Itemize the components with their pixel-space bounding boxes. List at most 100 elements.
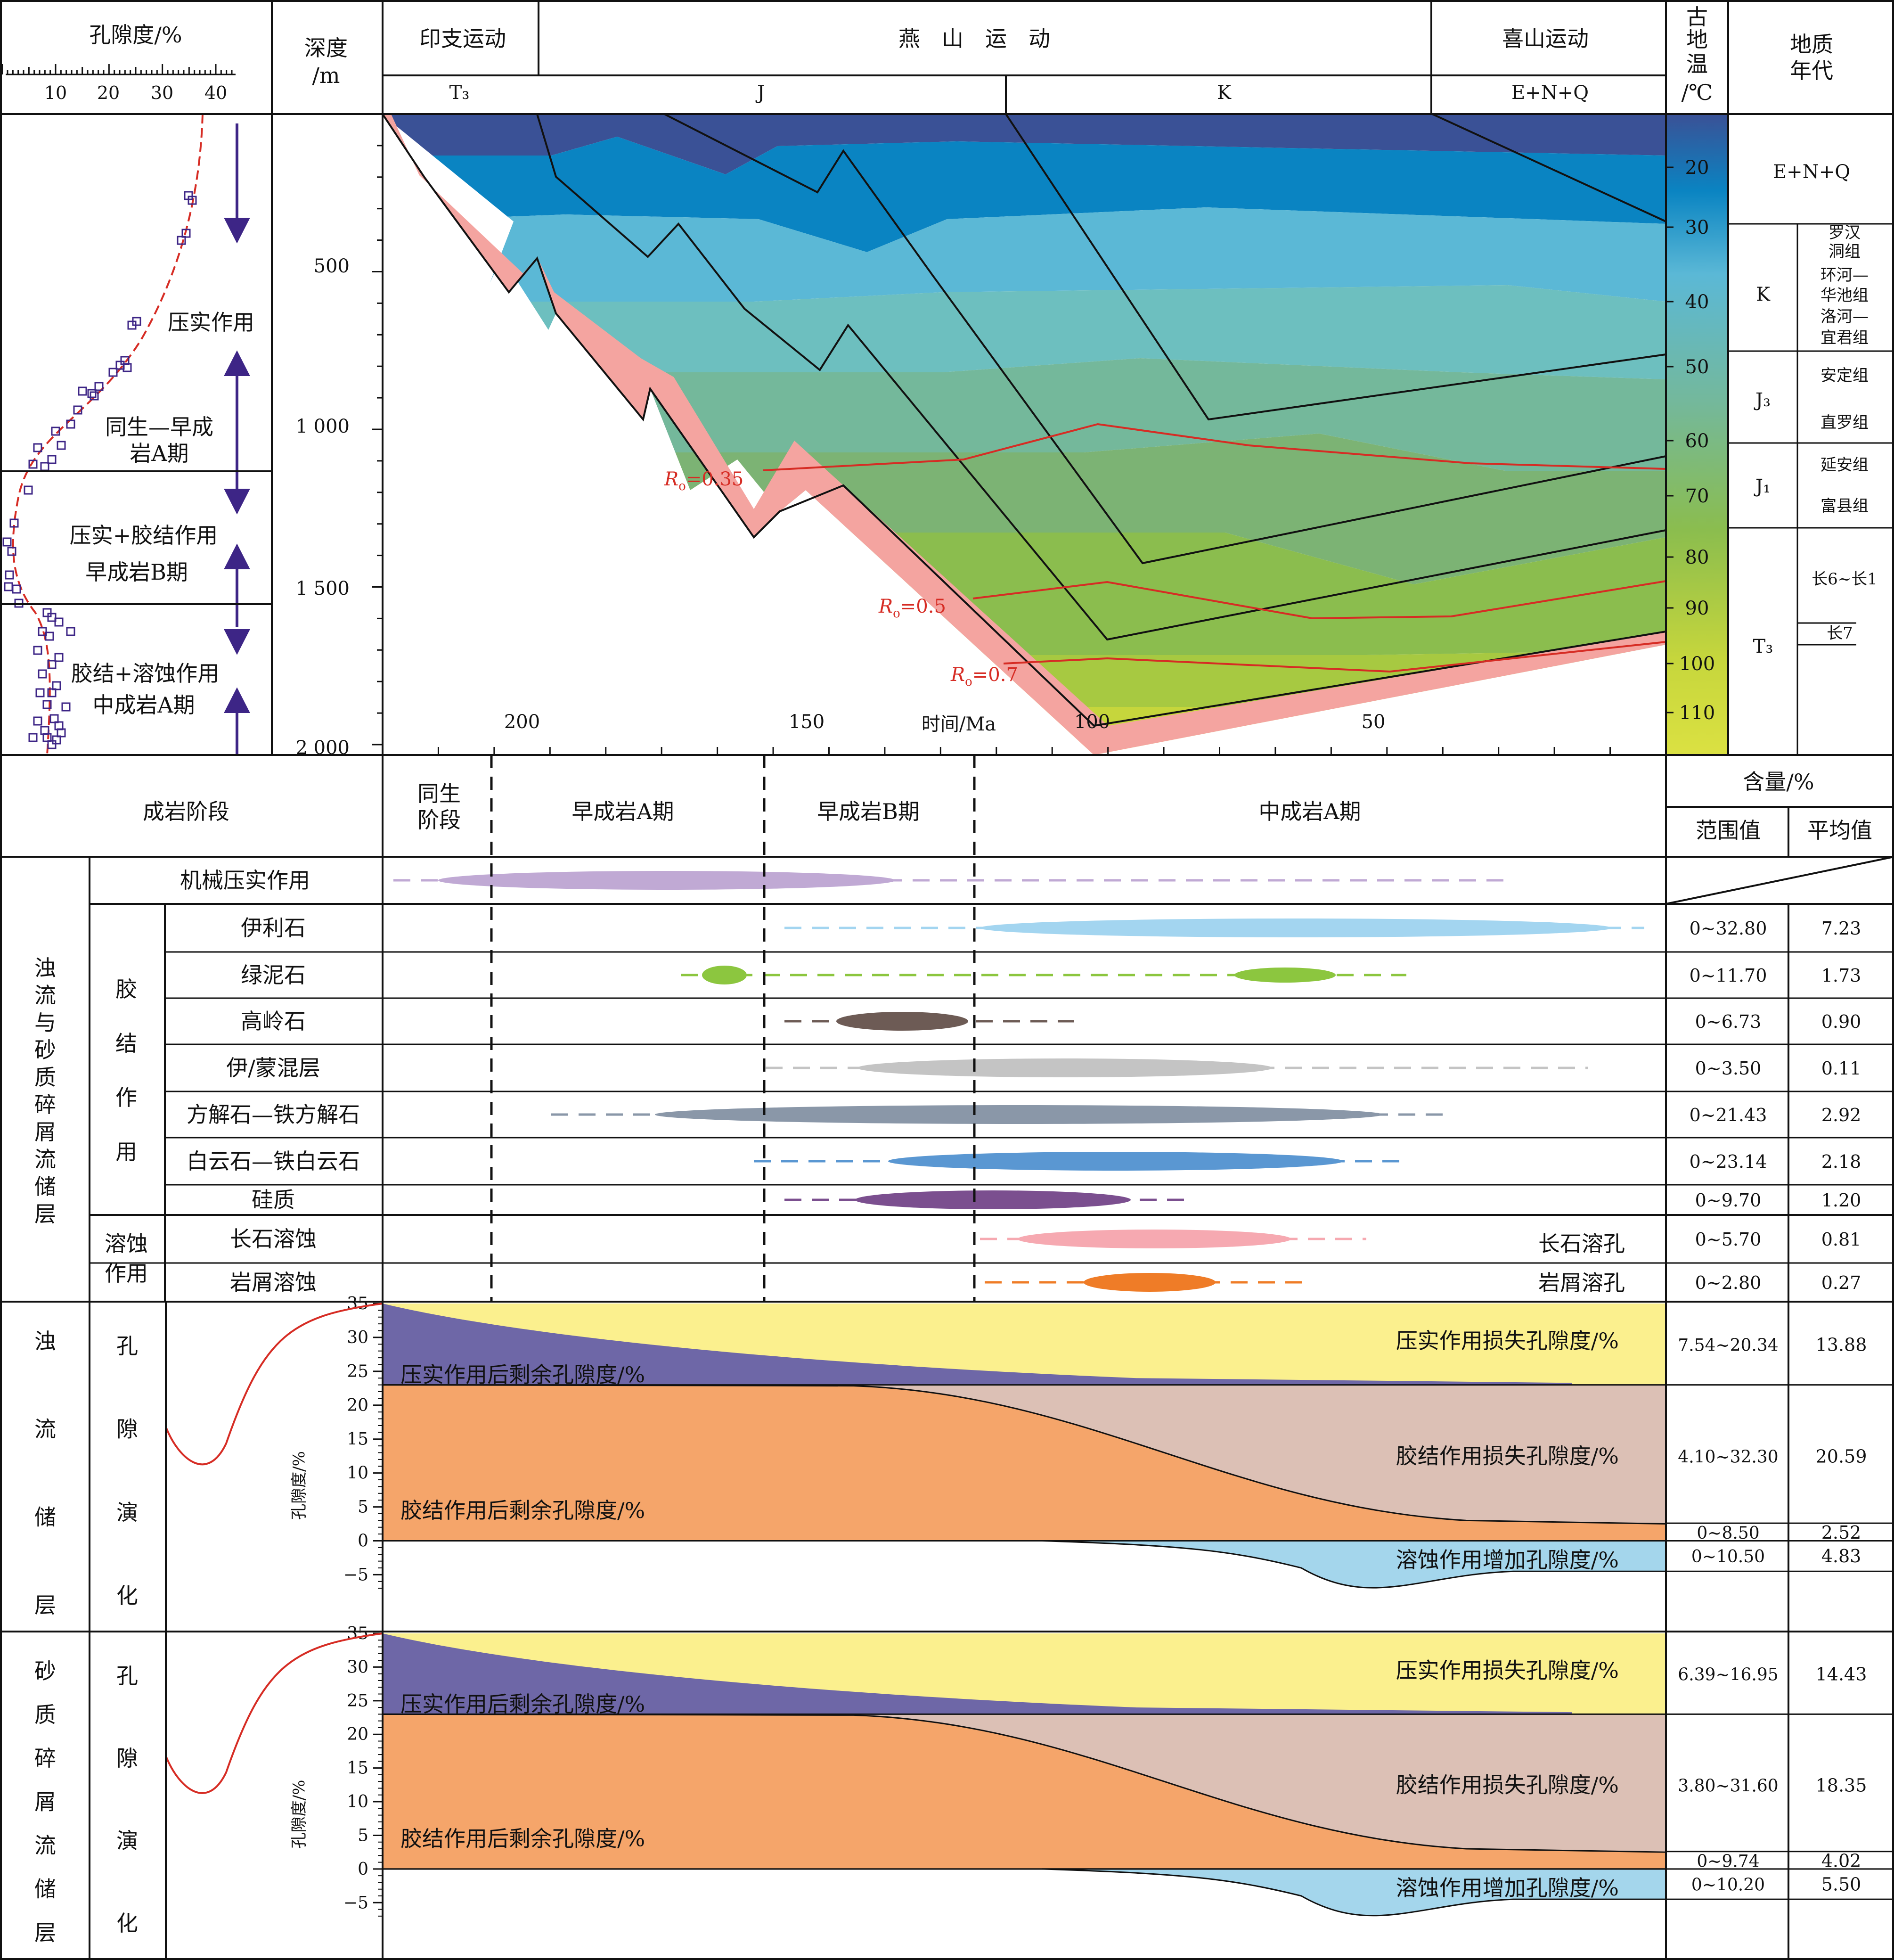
unburied-area: [382, 114, 1094, 755]
porosity-axis-ticks: [1, 64, 233, 74]
depth-column: 深度 /m 500 1 000 1 500 2 000: [295, 35, 383, 759]
reservoir-label-char: 浊: [34, 955, 56, 981]
depth-1000: 1 000: [295, 416, 350, 437]
vitrinite-reflectance-lines: [763, 423, 1666, 673]
evolution-label-char: 化: [116, 1911, 138, 1936]
cementation-label-char: 用: [115, 1139, 137, 1165]
reservoir-name-char: 层: [34, 1592, 56, 1618]
porosity-sample: [90, 391, 99, 401]
reservoir-label-char: 层: [34, 1201, 56, 1227]
reservoir-label-char: 质: [34, 1065, 56, 1090]
stage-column-title: 成岩阶段: [143, 799, 229, 824]
porosity-sample: [7, 547, 16, 556]
porosity-sample: [47, 660, 57, 669]
porosity-sample: [47, 613, 57, 622]
avg-title: 平均值: [1807, 818, 1872, 843]
porosity-sample: [94, 382, 104, 391]
porosity-sample: [177, 236, 186, 245]
cementation-remaining-area: [382, 1384, 1667, 1542]
evolution-tick-label: 35: [347, 1294, 368, 1313]
temp-tick-50: 50: [1685, 356, 1709, 378]
depth-axis-ticks: [372, 113, 383, 746]
temperature-ticks: 20 30 40 50 60 70 80 90 100 110: [1666, 157, 1715, 724]
evolution-range: 4.10~32.30: [1678, 1448, 1778, 1467]
evolution-average: 18.35: [1816, 1775, 1867, 1796]
cementation-label-char: 结: [115, 1031, 137, 1056]
time-axis-label: 时间/Ma: [922, 713, 996, 735]
stage-b-2: 早成岩B期: [85, 559, 188, 585]
temperature-band-1: [383, 137, 1666, 252]
orogeny-header: 印支运动 燕 山 运 动 喜山运动 T₃ J K E+N+Q 古 地 温 /℃ …: [419, 4, 1833, 105]
process-intensity-lens: [855, 1190, 1131, 1209]
porosity-sample: [2, 537, 12, 547]
porosity-sample: [9, 518, 19, 528]
porosity-sample-points: [2, 191, 197, 749]
dissolution-label-2: 作用: [105, 1261, 148, 1286]
process-average: 0.81: [1821, 1229, 1861, 1250]
reservoir-name-char: 储: [34, 1504, 56, 1530]
reservoir-name-char: 浊: [34, 1329, 56, 1354]
evolution-range: 0~10.20: [1691, 1875, 1765, 1894]
reservoir-label-char: 与: [34, 1010, 56, 1035]
process-name: 硅质: [252, 1187, 295, 1213]
ro-035-label: Ro=0.35: [664, 468, 743, 493]
process-name: 机械压实作用: [180, 868, 310, 893]
process-name: 伊利石: [241, 915, 306, 941]
age-t3: T₃: [1753, 636, 1773, 657]
dissolution-addition-area: [1042, 1540, 1667, 1589]
paleotemp-2: 地: [1686, 27, 1708, 52]
porosity-sample: [42, 608, 52, 617]
compaction-remaining-area: [383, 1633, 1572, 1714]
porosity-sample: [45, 631, 54, 641]
reservoir-name-char: 碎: [34, 1746, 56, 1771]
age-enq: E+N+Q: [1773, 161, 1850, 183]
orogeny-himalayan: 喜山运动: [1502, 26, 1589, 51]
porosity-trend-curve: [165, 1632, 383, 1794]
ro-labels: Ro=0.35 Ro=0.5 Ro=0.7: [664, 468, 1018, 689]
process-range: 0~3.50: [1695, 1058, 1762, 1079]
stage-syn-1: 同生—早成: [105, 414, 213, 440]
evolution-tick-label: 20: [347, 1396, 368, 1415]
evolution-tick-label: 35: [347, 1624, 368, 1643]
evolution-label: 压实作用后剩余孔隙度/%: [400, 1362, 645, 1387]
porosity-sample: [54, 653, 64, 662]
cementation-label: 胶结作用: [115, 976, 137, 1165]
burial-history-panel: Ro=0.35 Ro=0.5 Ro=0.7 200 150 时间/Ma 100 …: [382, 113, 1667, 755]
porosity-sample: [108, 368, 118, 377]
early-b-stage: 早成岩B期: [817, 799, 920, 824]
porosity-sample: [87, 389, 97, 398]
evolution-label-char: 演: [116, 1828, 138, 1853]
porosity-sample: [47, 740, 57, 749]
syn-stage-1: 同生: [417, 781, 461, 806]
evolution-label-char: 化: [116, 1583, 138, 1608]
process-average: 2.18: [1821, 1151, 1861, 1172]
early-a-stage: 早成岩A期: [571, 799, 674, 824]
process-range: 0~9.70: [1695, 1190, 1762, 1211]
paleotemp-1: 古: [1686, 4, 1708, 30]
reservoir-name-char: 质: [34, 1702, 56, 1728]
debris-pore-label: 岩屑溶孔: [1538, 1270, 1625, 1296]
sandy-debris-porosity-evolution: 35 30 25 20 15 10 5 0 −5 孔隙度/% 压实作用损失孔隙度/% 压实作用后剩余孔…: [34, 1624, 1894, 1945]
temp-tick-20: 20: [1685, 157, 1709, 179]
porosity-sample: [28, 459, 38, 469]
stratum-k: K: [1217, 82, 1232, 104]
process-name: 高岭石: [241, 1009, 306, 1034]
form-j1-0: 延安组: [1821, 456, 1869, 475]
reservoir-label-char: 碎: [34, 1092, 56, 1117]
evolution-label: 压实作用损失孔隙度/%: [1396, 1658, 1619, 1683]
syn-stage-2: 阶段: [417, 807, 461, 833]
porosity-sample: [35, 688, 45, 697]
temp-tick-100: 100: [1679, 653, 1715, 675]
evolution-label: 胶结作用后剩余孔隙度/%: [400, 1826, 645, 1852]
porosity-tick-30: 30: [151, 82, 173, 103]
form-t3-1: 长7: [1827, 624, 1853, 643]
evolution-average: 5.50: [1821, 1874, 1861, 1894]
process-name: 绿泥石: [241, 962, 306, 988]
form-k-0: 罗汉: [1829, 223, 1861, 242]
range-title: 范围值: [1696, 818, 1761, 843]
porosity-sample: [4, 582, 13, 591]
form-j3-1: 直罗组: [1821, 413, 1869, 432]
form-k-5: 宜君组: [1821, 328, 1869, 347]
process-range: 0~21.43: [1690, 1105, 1767, 1125]
